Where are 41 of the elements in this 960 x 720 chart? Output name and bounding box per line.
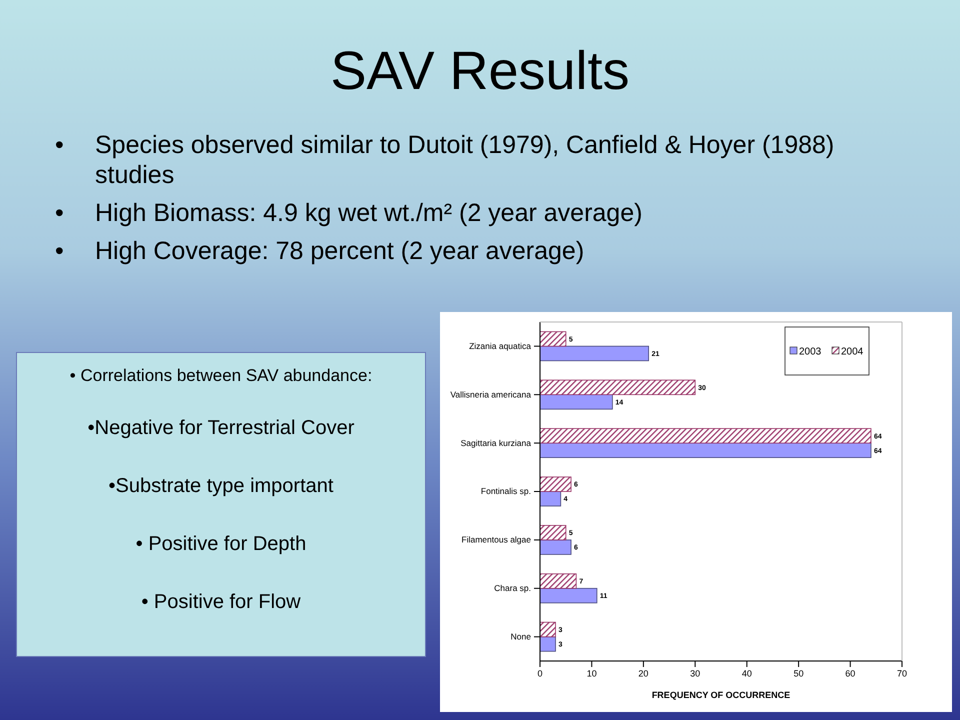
bar <box>540 380 696 396</box>
bar <box>540 476 572 492</box>
x-tick-label: 40 <box>742 668 752 678</box>
x-tick-label: 10 <box>586 668 597 678</box>
bar <box>540 636 556 652</box>
x-tick-label: 50 <box>794 668 804 678</box>
text: • High Coverage: 78 percent (2 year average) <box>55 236 586 266</box>
y-tick-label: Sagittaria kurziana <box>460 438 532 448</box>
bar <box>540 622 556 638</box>
text: • Correlations between SAV abundance: <box>68 365 374 387</box>
bar <box>540 442 872 458</box>
bar <box>540 331 566 347</box>
text: • Positive for Flow <box>140 590 302 615</box>
bar <box>540 525 566 540</box>
bar <box>540 540 572 555</box>
x-tick-label: 0 <box>537 668 543 678</box>
x-tick-label: 20 <box>638 668 648 678</box>
bar <box>540 346 649 362</box>
bar <box>540 491 562 506</box>
text: •Negative for Terrestrial Cover <box>86 416 356 441</box>
legend-label: 2003 <box>799 346 822 358</box>
chart-title: SAV Results <box>329 40 631 102</box>
bar <box>540 428 872 444</box>
x-tick-label: 70 <box>896 668 908 678</box>
bar <box>540 394 613 410</box>
y-tick-label: Zizania aquatica <box>469 340 532 351</box>
bar <box>540 588 598 604</box>
x-axis-title: FREQUENCY OF OCCURRENCE <box>652 690 790 700</box>
y-tick-label: Chara sp. <box>494 583 531 594</box>
text: • Species observed similar to Dutoit (1979), Canfield & Hoyer (1988) studies <box>55 130 836 190</box>
text: •Substrate type important <box>108 474 334 499</box>
text: • Positive for Depth <box>134 532 308 557</box>
x-tick-label: 30 <box>690 668 700 678</box>
bar <box>540 573 577 589</box>
y-tick-label: Vallisneria americana <box>450 389 532 400</box>
text: • High Biomass: 4.9 kg wet wt./m² (2 year average) <box>55 198 644 228</box>
y-tick-label: None <box>510 632 532 642</box>
y-tick-label: Filamentous algae <box>462 534 532 545</box>
legend-label: 2004 <box>841 346 864 358</box>
x-tick-label: 60 <box>845 668 856 678</box>
y-tick-label: Fontinalis sp. <box>480 486 531 496</box>
